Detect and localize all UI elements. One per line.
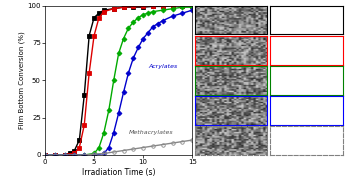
X-axis label: Irradiation Time (s): Irradiation Time (s) [82, 168, 155, 177]
Text: Acrylates: Acrylates [148, 64, 177, 69]
Text: Methacrylates: Methacrylates [128, 130, 173, 135]
Y-axis label: Film Bottom Conversion (%): Film Bottom Conversion (%) [18, 31, 25, 129]
